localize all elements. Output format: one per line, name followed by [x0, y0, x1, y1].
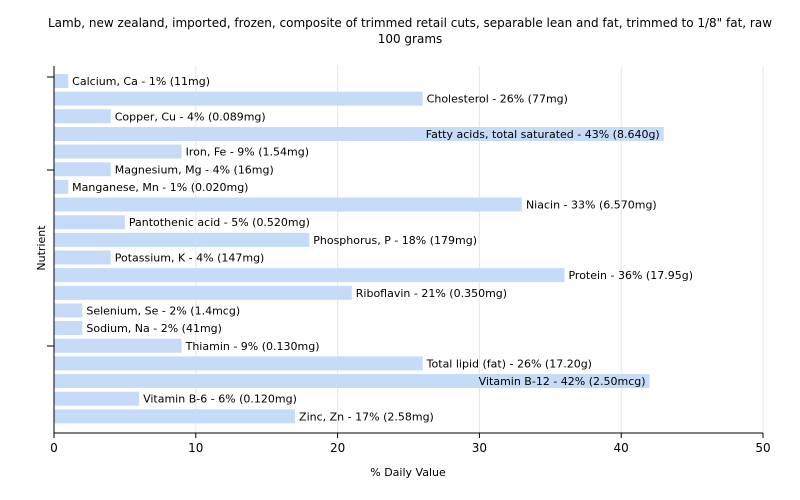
x-tick-label: 30	[472, 441, 487, 455]
bar	[54, 197, 522, 212]
bar-label: Potassium, K - 4% (147mg)	[115, 252, 265, 265]
bar	[54, 409, 296, 424]
bar	[54, 232, 310, 247]
bar-label: Total lipid (fat) - 26% (17.20g)	[426, 357, 592, 370]
bar-label: Cholesterol - 26% (77mg)	[427, 93, 568, 106]
bar-label: Sodium, Na - 2% (41mg)	[86, 322, 222, 335]
bar-label: Calcium, Ca - 1% (11mg)	[72, 75, 210, 88]
bar	[54, 126, 664, 141]
bar-label: Magnesium, Mg - 4% (16mg)	[115, 163, 274, 176]
x-tick-label: 40	[614, 441, 629, 455]
bar	[54, 391, 140, 406]
bar	[54, 338, 182, 353]
bar-label: Manganese, Mn - 1% (0.020mg)	[72, 181, 248, 194]
bar	[54, 285, 352, 300]
axes: % Daily Value Nutrient 0 10 20 30 40 50	[35, 66, 771, 479]
bar-label: Niacin - 33% (6.570mg)	[526, 199, 657, 212]
bar-label: Pantothenic acid - 5% (0.520mg)	[129, 216, 310, 229]
x-tick-label: 20	[330, 441, 345, 455]
bar-label: Vitamin B-12 - 42% (2.50mcg)	[479, 375, 646, 388]
bar	[54, 374, 650, 389]
bar	[54, 303, 83, 318]
bar	[54, 179, 69, 194]
bar	[54, 109, 111, 124]
bar-label: Selenium, Se - 2% (1.4mcg)	[86, 304, 240, 317]
bar-label: Zinc, Zn - 17% (2.58mg)	[299, 410, 434, 423]
bar-label: Fatty acids, total saturated - 43% (8.64…	[426, 128, 660, 141]
bar	[54, 215, 125, 230]
bar	[54, 356, 423, 371]
x-axis-label: % Daily Value	[370, 466, 446, 479]
bar-label: Phosphorus, P - 18% (179mg)	[313, 234, 477, 247]
y-axis-label: Nutrient	[35, 225, 48, 271]
bar	[54, 91, 423, 106]
bar	[54, 250, 111, 265]
bar-label: Thiamin - 9% (0.130mg)	[185, 340, 320, 353]
bar	[54, 144, 182, 159]
bar-label: Vitamin B-6 - 6% (0.120mg)	[143, 393, 297, 406]
chart-title: Lamb, new zealand, imported, frozen, com…	[47, 16, 773, 46]
bar	[54, 162, 111, 177]
bar-label: Protein - 36% (17.95g)	[568, 269, 693, 282]
bar-label: Iron, Fe - 9% (1.54mg)	[186, 146, 309, 159]
bar	[54, 74, 69, 88]
bar-label: Copper, Cu - 4% (0.089mg)	[115, 110, 266, 123]
x-tick-label: 0	[50, 441, 58, 455]
x-tick-label: 50	[755, 441, 770, 455]
x-tick-label: 10	[188, 441, 203, 455]
bar-label: Riboflavin - 21% (0.350mg)	[356, 287, 507, 300]
bar	[54, 268, 565, 283]
bars: Calcium, Ca - 1% (11mg) Cholesterol - 26%…	[54, 74, 693, 424]
bar	[54, 321, 83, 336]
